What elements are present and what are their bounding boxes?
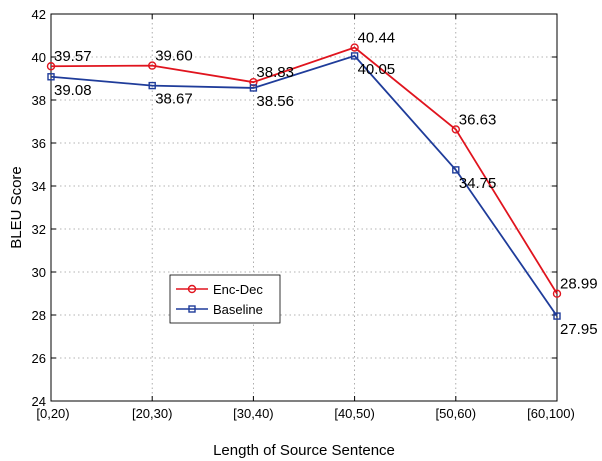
y-tick-label: 26 (32, 351, 46, 366)
y-axis-label: BLEU Score (8, 166, 25, 249)
x-tick-label: [30,40) (233, 406, 273, 421)
data-point-baseline (452, 166, 460, 174)
y-tick-label: 28 (32, 308, 46, 323)
data-label-baseline: 38.56 (256, 93, 294, 110)
data-point-enc-dec (46, 62, 56, 71)
data-labels: 39.57 39.60 38.83 40.44 36.63 28.99 39.08 38.67… (54, 30, 598, 339)
data-point-enc-dec (350, 43, 359, 52)
axis-ticks: 24 26 28 30 32 34 36 38 40 42 [0,20) [20,30) [30,40)… (32, 7, 575, 421)
legend-label-baseline: Baseline (213, 302, 263, 317)
data-point-baseline (553, 312, 561, 320)
x-tick-label: [40,50) (334, 406, 374, 421)
data-label-enc-dec: 36.63 (459, 111, 497, 128)
data-point-baseline (249, 84, 258, 92)
x-tick-label: [0,20) (36, 406, 69, 421)
data-label-enc-dec: 40.44 (358, 30, 396, 47)
data-label-baseline: 40.05 (358, 61, 396, 78)
y-tick-label: 42 (32, 7, 46, 22)
y-tick-label: 24 (32, 394, 46, 409)
data-label-enc-dec: 38.83 (256, 64, 294, 81)
plot-frame (50, 13, 558, 402)
legend-label-enc-dec: Enc-Dec (213, 282, 263, 297)
data-point-enc-dec (147, 61, 157, 70)
x-tick-label: [20,30) (132, 406, 172, 421)
legend-box (169, 274, 281, 324)
y-tick-label: 40 (32, 50, 46, 65)
x-tick-label: [60,100) (527, 406, 575, 421)
y-tick-label: 30 (32, 265, 46, 280)
y-tick-label: 32 (32, 222, 46, 237)
data-label-enc-dec: 39.60 (155, 48, 193, 65)
grid-lines (51, 14, 557, 401)
series-line-enc-dec (50, 46, 558, 295)
data-label-baseline: 27.95 (560, 321, 598, 338)
data-label-enc-dec: 28.99 (560, 276, 598, 293)
data-label-baseline: 34.75 (459, 175, 497, 192)
legend-marker-baseline (188, 305, 196, 313)
data-label-baseline: 38.67 (155, 91, 193, 108)
data-label-baseline: 39.08 (54, 82, 92, 99)
legend: Enc-Dec Baseline (169, 274, 281, 324)
legend-marker-enc-dec (187, 284, 197, 294)
data-point-enc-dec (451, 125, 460, 134)
data-point-baseline (350, 52, 359, 60)
data-point-enc-dec (552, 289, 562, 298)
x-axis-label: Length of Source Sentence (213, 442, 395, 459)
series-line-baseline (50, 54, 558, 317)
series-group (46, 43, 562, 320)
y-tick-label: 38 (32, 93, 46, 108)
data-label-enc-dec: 39.57 (54, 48, 92, 65)
y-tick-label: 34 (32, 179, 46, 194)
data-point-baseline (47, 73, 55, 81)
x-tick-label: [50,60) (436, 406, 476, 421)
y-tick-label: 36 (32, 136, 46, 151)
data-point-baseline (148, 81, 156, 90)
